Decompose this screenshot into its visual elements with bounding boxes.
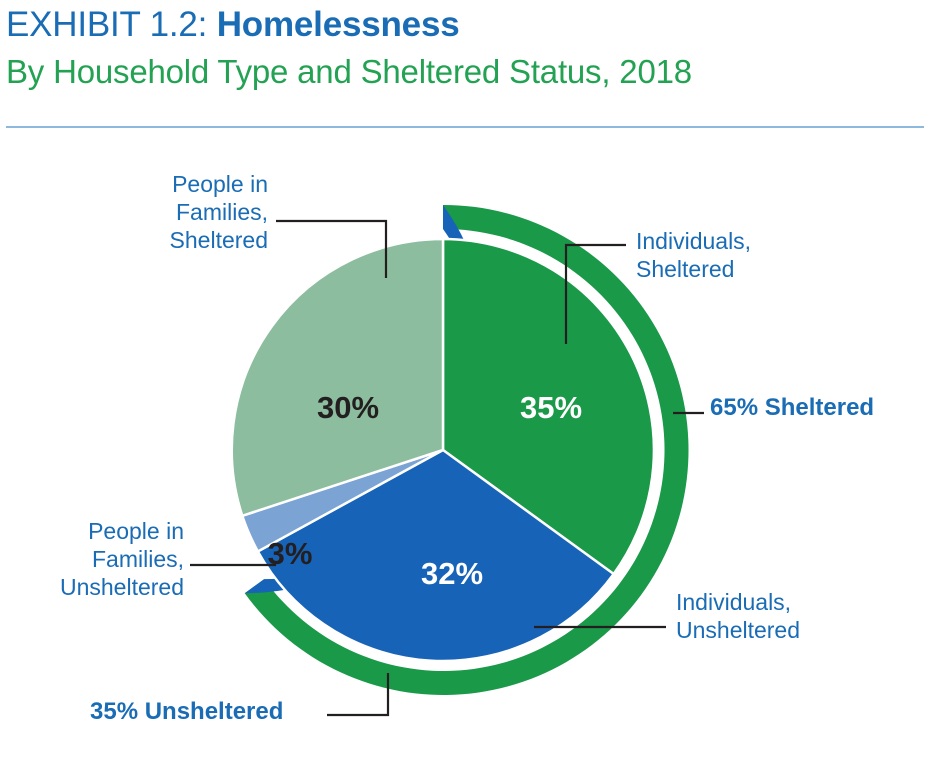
callout-sheltered-total: 65% Sheltered — [710, 394, 875, 421]
callout-line: Families, — [91, 546, 184, 572]
callout-line: Unsheltered — [59, 574, 184, 600]
callout-individuals-sheltered: Individuals, Sheltered — [636, 227, 916, 283]
page-title: EXHIBIT 1.2: Homelessness — [6, 4, 460, 46]
chart-header: EXHIBIT 1.2: Homelessness By Household T… — [0, 0, 932, 132]
leader-line-families-sheltered — [276, 219, 388, 278]
donut-pie-svg: 35% 30% 32% 3% — [190, 204, 704, 717]
callout-unsheltered-total: 35% Unsheltered — [90, 698, 284, 725]
slice-value-individuals-unsheltered: 32% — [421, 556, 483, 591]
title-main: Homelessness — [216, 5, 460, 44]
page-subtitle: By Household Type and Sheltered Status, … — [6, 53, 692, 90]
slice-value-families-sheltered: 30% — [317, 390, 379, 425]
slice-value-individuals-sheltered: 35% — [520, 390, 582, 425]
callout-families-unsheltered: People in Families, Unsheltered — [0, 517, 184, 601]
title-prefix: EXHIBIT 1.2: — [6, 5, 217, 44]
callout-line: Sheltered — [636, 256, 735, 282]
callout-line: Unsheltered — [676, 617, 801, 643]
callout-line: Individuals, — [636, 228, 752, 254]
callout-line: Sheltered — [169, 227, 268, 253]
leader-line-individuals-sheltered — [564, 243, 626, 344]
callout-families-sheltered: People in Families, Sheltered — [0, 170, 268, 254]
leader-line-unsheltered-total — [327, 673, 390, 717]
slice-individuals-sheltered — [441, 237, 656, 576]
slice-families-sheltered — [230, 237, 445, 518]
callout-line: People in — [172, 171, 268, 197]
callout-individuals-unsheltered: Individuals, Unsheltered — [676, 588, 926, 644]
header-divider — [6, 126, 924, 128]
callout-line: Individuals, — [676, 589, 792, 615]
pie-chart: 35% 30% 32% 3% People in Families, Shelt… — [0, 132, 932, 762]
callout-line: People in — [88, 518, 184, 544]
callout-line: Families, — [175, 199, 268, 225]
